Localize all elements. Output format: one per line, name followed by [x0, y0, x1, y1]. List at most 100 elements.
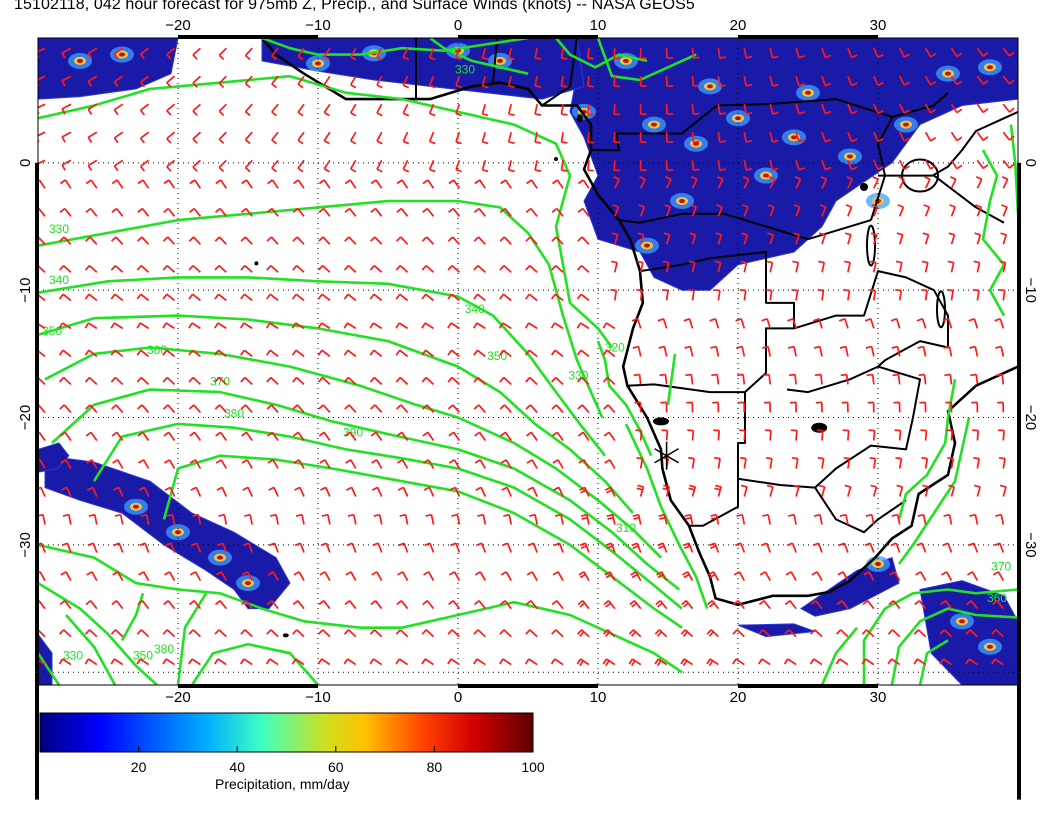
wind-barb: [602, 376, 616, 386]
wind-barb: [758, 629, 771, 638]
wind-barb: [690, 204, 697, 217]
wind-barb: [293, 459, 305, 469]
wind-barb: [714, 260, 722, 273]
precip-core: [959, 619, 965, 624]
wind-barb: [687, 429, 695, 441]
wind-barb: [59, 600, 72, 610]
wind-barb: [950, 47, 963, 58]
wind-barb: [111, 404, 124, 413]
wind-barb: [811, 571, 823, 582]
wind-barb: [613, 48, 621, 60]
wind-barb: [821, 47, 832, 59]
country-border: [878, 174, 1005, 224]
country-border: [870, 117, 893, 221]
wind-barb: [790, 429, 798, 441]
etosha-pan: [653, 417, 669, 426]
wind-barb: [349, 47, 357, 61]
wind-barb: [270, 513, 279, 525]
wind-barb: [271, 75, 279, 89]
height-contour: [862, 588, 1018, 685]
wind-barb: [525, 349, 538, 358]
wind-barb: [763, 401, 772, 413]
wind-barb: [38, 459, 46, 469]
wind-barb: [793, 204, 801, 217]
wind-barb: [554, 513, 564, 525]
wind-barb: [344, 431, 357, 441]
wind-barb: [239, 658, 253, 666]
wind-barb: [376, 159, 383, 173]
frame-segment: [738, 684, 878, 688]
wind-barb: [534, 160, 542, 172]
wind-barb: [474, 179, 487, 189]
wind-barb: [164, 571, 176, 582]
wind-barb: [292, 629, 305, 638]
wind-barb: [552, 179, 564, 189]
colorbar-tick-label: 40: [229, 759, 245, 775]
wind-barb: [475, 486, 487, 497]
wind-barb: [163, 600, 176, 610]
wind-barb: [292, 264, 305, 273]
wind-barb: [112, 571, 124, 582]
wind-barb: [59, 404, 72, 413]
wind-barb: [560, 76, 568, 88]
wind-barb: [757, 658, 771, 666]
wind-barb: [422, 207, 435, 217]
wind-barb: [216, 542, 228, 553]
wind-barb: [500, 459, 512, 469]
wind-barb: [473, 349, 486, 358]
wind-barb: [639, 76, 647, 88]
wind-barb: [292, 236, 305, 245]
wind-barb: [576, 264, 590, 273]
frame-segment: [1017, 417, 1021, 545]
wind-barb: [759, 571, 771, 582]
height-contour: [666, 353, 677, 405]
wind-barb: [869, 456, 877, 469]
contour-label: 330: [49, 222, 69, 236]
wind-barb: [395, 376, 409, 386]
wind-barb: [293, 179, 305, 189]
height-contour: [51, 388, 681, 591]
wind-barb: [421, 322, 434, 330]
wind-barb: [743, 104, 753, 115]
contour-label: 380: [224, 407, 244, 421]
wind-barb: [317, 658, 331, 666]
wind-barb: [610, 288, 618, 301]
wind-barb: [973, 260, 981, 273]
wind-barb: [110, 322, 124, 330]
wind-barb: [455, 160, 462, 173]
wind-barb: [319, 571, 331, 582]
wind-barb: [137, 207, 150, 217]
precip-sa-east: [800, 556, 900, 617]
wind-barb: [451, 513, 461, 525]
wind-barb: [680, 658, 693, 667]
wind-barb: [395, 349, 409, 358]
wind-barb: [639, 160, 647, 172]
wind-barb: [717, 48, 726, 59]
wind-barb: [499, 264, 512, 273]
wind-barb: [968, 542, 979, 553]
wind-barb: [762, 373, 772, 385]
wind-barb: [369, 264, 383, 273]
wind-barb: [527, 542, 538, 553]
wind-barb: [553, 486, 564, 497]
wind-barb: [898, 47, 910, 58]
wind-barb: [525, 431, 538, 441]
wind-barb: [164, 486, 176, 497]
wind-barb: [791, 456, 799, 469]
wind-barb: [343, 376, 357, 386]
lat-label-right: −30: [1022, 532, 1039, 557]
wind-barb: [924, 131, 937, 142]
wind-barb: [895, 456, 903, 469]
wind-barb: [58, 264, 72, 273]
wind-barb: [369, 376, 383, 386]
wind-barb: [976, 47, 989, 57]
wind-barb: [814, 373, 823, 385]
wind-barb: [188, 264, 201, 273]
wind-barb: [447, 264, 460, 273]
wind-barb: [136, 264, 150, 273]
wind-barb: [139, 75, 150, 88]
wind-barb: [526, 179, 538, 189]
wind-barb: [266, 404, 279, 413]
height-contour: [162, 454, 683, 629]
wind-barb: [188, 404, 202, 413]
